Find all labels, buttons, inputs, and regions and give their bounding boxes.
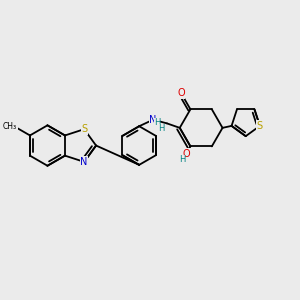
- Text: S: S: [257, 121, 263, 131]
- Text: O: O: [177, 88, 185, 98]
- Text: N: N: [149, 115, 157, 125]
- Text: CH₃: CH₃: [3, 122, 17, 131]
- Text: H: H: [158, 124, 165, 133]
- Text: H: H: [179, 155, 185, 164]
- Text: S: S: [81, 124, 87, 134]
- Text: H: H: [154, 118, 160, 127]
- Text: N: N: [80, 157, 88, 167]
- Text: O: O: [182, 148, 190, 159]
